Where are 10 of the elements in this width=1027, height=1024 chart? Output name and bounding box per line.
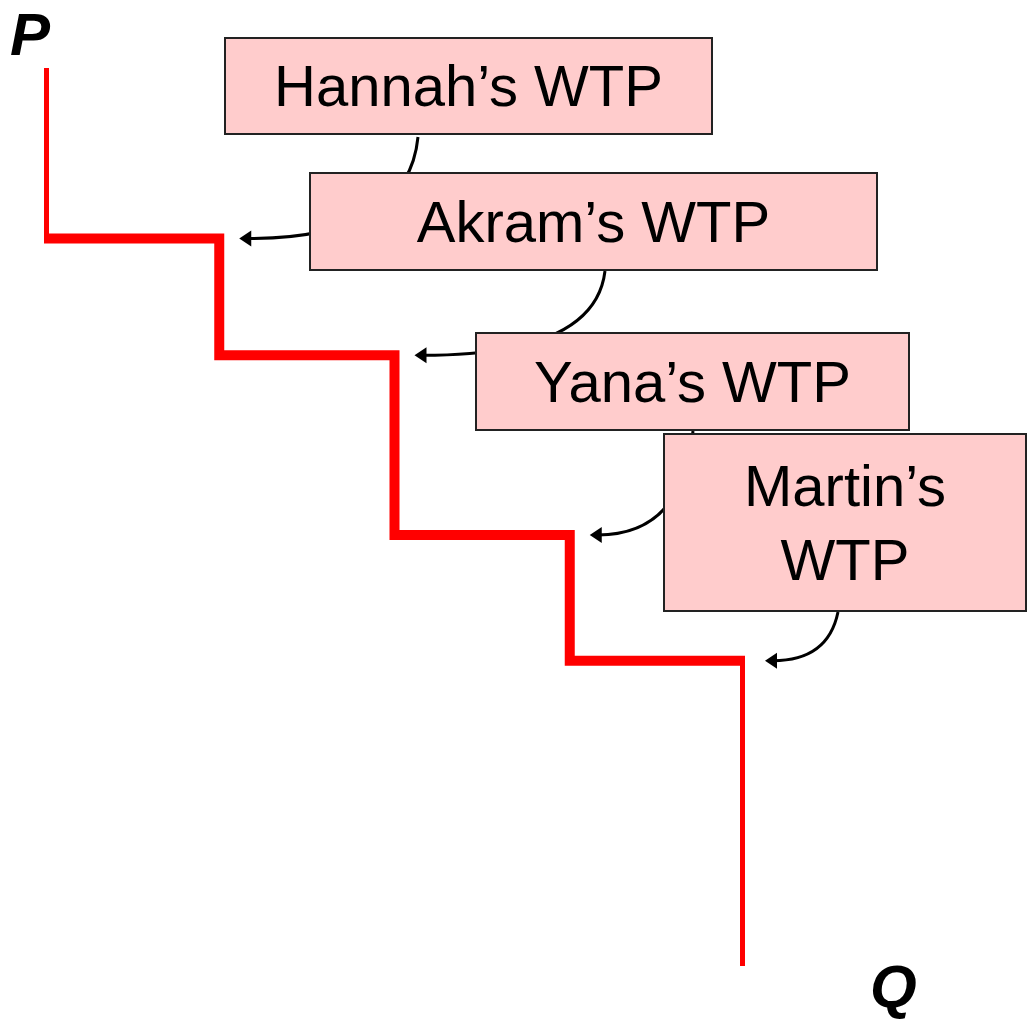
annotation: Martin’s WTP (743, 451, 947, 594)
note-box: Yana’s WTP (475, 332, 910, 431)
note-box: Akram’s WTP (309, 172, 878, 271)
x-axis-title: Q (870, 952, 917, 1021)
note-box: Martin’s WTP (663, 433, 1027, 612)
y-axis-title: P (10, 0, 51, 69)
annotation: Yana’s WTP (533, 347, 852, 416)
note-box: Hannah’s WTP (224, 37, 713, 135)
annotation: Akram’s WTP (415, 187, 772, 256)
annotation: Hannah’s WTP (273, 52, 664, 120)
